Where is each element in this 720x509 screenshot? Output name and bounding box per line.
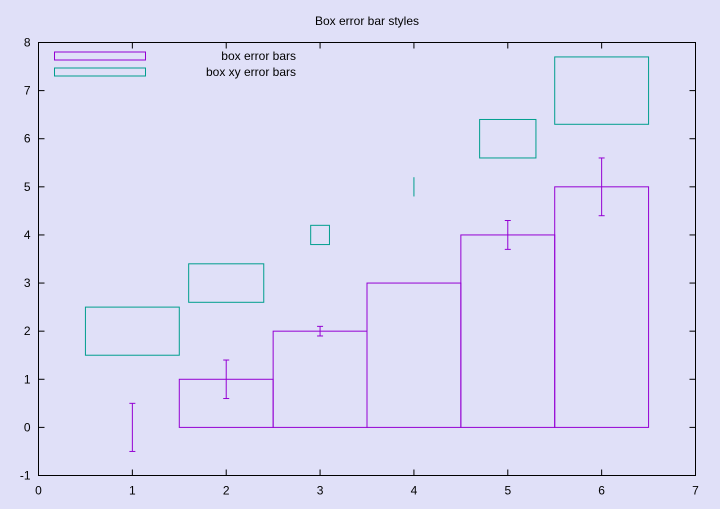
y-tick-label: 6 [24,132,31,146]
x-tick-label: 5 [504,484,511,498]
plot-area [38,42,696,476]
series-2 [84,56,650,356]
bar [272,330,368,428]
xy-error-box [310,224,330,246]
legend-swatch [54,67,146,77]
y-tick-label: 7 [24,84,31,98]
y-tick-label: 0 [24,420,31,434]
xy-error-box [479,118,537,159]
xy-error-box [84,306,180,356]
y-tick-label: 1 [24,372,31,386]
axes: 0 1 2 3 4 5 6 7 -1 0 1 2 3 4 5 6 7 8 [20,36,699,498]
legend-label: box error bars [221,49,296,63]
bar [554,186,650,428]
x-tick-label: 4 [411,484,418,498]
xy-error-box [188,263,265,303]
x-tick-label: 6 [598,484,605,498]
x-tick-label: 0 [35,484,42,498]
xy-error-box [554,56,650,125]
y-tick-label: 2 [24,324,31,338]
bar [460,234,556,428]
series-1 [129,157,650,452]
chart-title: Box error bar styles [315,14,419,28]
x-tick-label: 2 [223,484,230,498]
x-tick-label: 1 [129,484,136,498]
y-tick-label: 4 [24,228,31,242]
y-tick-label: 5 [24,180,31,194]
y-tick-label: 8 [24,36,31,50]
bar [366,282,462,428]
x-tick-label: 7 [692,484,699,498]
y-tick-label: -1 [20,469,31,483]
legend-label: box xy error bars [206,65,296,79]
legend-swatch [54,51,146,61]
series-layer [84,56,650,452]
y-tick-label: 3 [24,276,31,290]
legend: box error bars box xy error bars [54,49,296,79]
x-tick-label: 3 [317,484,324,498]
